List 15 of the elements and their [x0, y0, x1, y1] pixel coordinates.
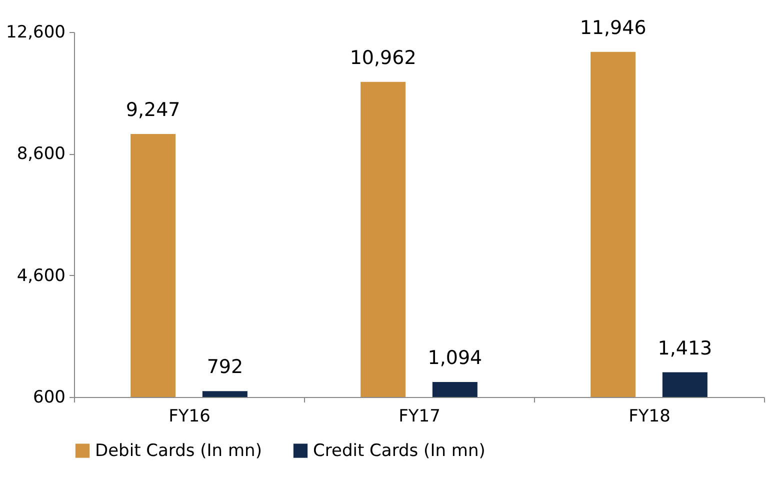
x-tick-label: FY17: [398, 406, 440, 426]
legend-label: Debit Cards (In mn): [95, 440, 262, 461]
x-tick-label: FY18: [628, 406, 670, 426]
y-tick-label: 12,600: [6, 22, 66, 42]
x-tick-label: FY16: [168, 406, 210, 426]
y-tick-label: 8,600: [16, 144, 66, 164]
y-tick-label: 4,600: [16, 266, 66, 286]
data-label: 11,946: [580, 16, 646, 39]
data-label: 792: [206, 356, 244, 378]
data-label: 10,962: [350, 46, 416, 69]
data-label: 9,247: [126, 98, 180, 121]
legend-label: Credit Cards (In mn): [313, 440, 486, 461]
data-label: 1,094: [428, 346, 482, 369]
data-label: 1,413: [658, 337, 712, 360]
y-tick-label: 600: [33, 388, 66, 408]
